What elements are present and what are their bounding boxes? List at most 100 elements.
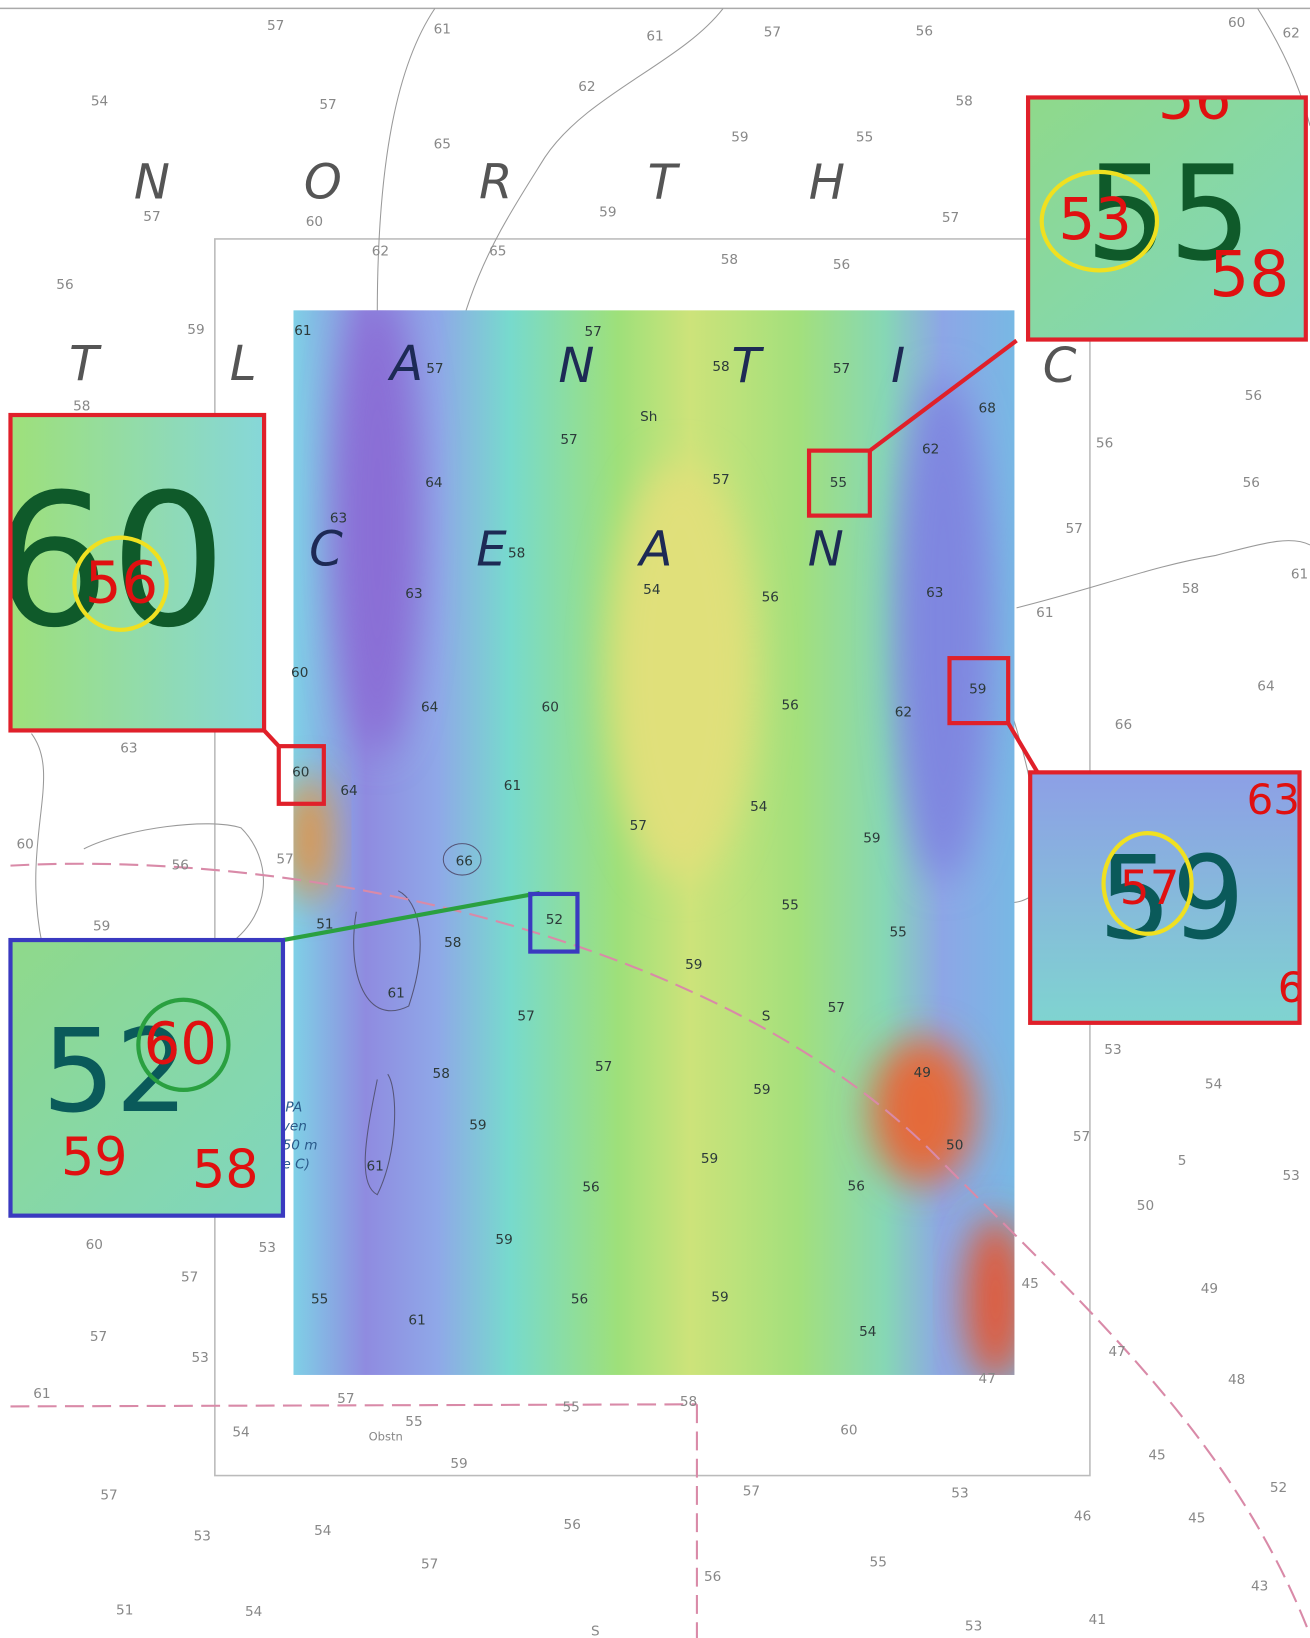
sounding: 63: [405, 586, 422, 602]
sounding: 56: [704, 1569, 721, 1585]
sounding: 49: [914, 1065, 931, 1081]
sounding: 55: [405, 1414, 422, 1430]
sounding: 61: [387, 985, 404, 1001]
sounding: 64: [421, 699, 438, 715]
sounding: 58: [955, 94, 972, 110]
sounding: 61: [294, 323, 311, 339]
sounding: 55: [856, 129, 873, 145]
ocean-label-letter: T: [69, 336, 102, 392]
sounding: 43: [1251, 1579, 1268, 1595]
sounding: 53: [965, 1618, 982, 1634]
sounding: 58: [73, 399, 90, 415]
sounding: 56: [916, 23, 933, 39]
sounding: 57: [517, 1009, 534, 1025]
sounding: 46: [1074, 1508, 1091, 1524]
sounding: 59: [495, 1232, 512, 1248]
page-body: { "ocean_label": ["N","O","R","T","H","T…: [0, 0, 1310, 1638]
ocean-label-letter: R: [479, 154, 512, 210]
sounding: 61: [408, 1312, 425, 1328]
sounding: 54: [643, 582, 660, 598]
sounding: 61: [646, 29, 663, 45]
sounding: 57: [100, 1487, 117, 1503]
sounding: 62: [922, 442, 939, 458]
sounding: 55: [562, 1399, 579, 1415]
sounding: 53: [1282, 1168, 1299, 1184]
sounding: 57: [276, 851, 293, 867]
sounding: 53: [1104, 1042, 1121, 1058]
sounding: 55: [311, 1292, 328, 1308]
sounding: 56: [582, 1179, 599, 1195]
ocean-label-letter: C: [309, 521, 343, 577]
sounding: 54: [750, 799, 767, 815]
sounding: 56: [1243, 475, 1260, 491]
sounding: 54: [232, 1425, 249, 1441]
inset-marked-sounding: 57: [1120, 861, 1180, 916]
ocean-label-letter: N: [808, 521, 844, 577]
sounding: 61: [504, 778, 521, 794]
inset-other-sounding: 59: [61, 1127, 128, 1188]
sounding: 62: [372, 244, 389, 260]
ocean-label-letter: T: [648, 154, 681, 210]
inset: 55535856: [1028, 65, 1306, 339]
sounding: 59: [450, 1456, 467, 1472]
sounding: 57: [630, 818, 647, 834]
sounding: 52: [546, 912, 563, 928]
sounding: 60: [291, 665, 308, 681]
sounding: 56: [571, 1292, 588, 1308]
sounding: 56: [56, 277, 73, 293]
inset-other-sounding: 58: [1209, 238, 1289, 311]
sounding: 63: [330, 511, 347, 527]
sounding: 61: [1036, 605, 1053, 621]
ocean-label-letter: L: [230, 336, 257, 392]
sounding: 65: [489, 244, 506, 260]
sounding: 62: [1282, 26, 1299, 42]
sounding: 54: [245, 1604, 262, 1620]
sounding: 59: [187, 322, 204, 338]
sounding: 5: [1178, 1153, 1187, 1169]
inset-other-sounding: 58: [192, 1140, 259, 1201]
sounding: 59: [863, 830, 880, 846]
sounding: 45: [1188, 1511, 1205, 1527]
sounding: 61: [434, 21, 451, 37]
sounding: 57: [337, 1391, 354, 1407]
sounding: 58: [433, 1066, 450, 1082]
sounding: 53: [951, 1485, 968, 1501]
sounding: S: [762, 1009, 771, 1025]
inset-marked-sounding: 56: [85, 549, 158, 616]
inset-marked-sounding: 53: [1058, 186, 1131, 253]
sounding: 65: [434, 137, 451, 153]
sounding: 60: [86, 1237, 103, 1253]
ocean-label-letter: I: [891, 338, 905, 394]
sounding: 53: [194, 1528, 211, 1544]
ocean-label-letter: A: [387, 336, 423, 392]
sounding: 57: [712, 472, 729, 488]
sounding: 56: [782, 697, 799, 713]
sounding: 45: [1022, 1276, 1039, 1292]
ocean-label-letter: A: [637, 521, 673, 577]
sounding: 45: [1148, 1448, 1165, 1464]
sounding: 54: [91, 94, 108, 110]
sounding: 55: [782, 897, 799, 913]
sounding: 59: [711, 1289, 728, 1305]
sounding: 57: [833, 361, 850, 377]
sounding: 57: [595, 1059, 612, 1075]
sounding: 47: [979, 1371, 996, 1387]
sounding: 53: [259, 1240, 276, 1256]
ocean-label-letter: C: [1043, 338, 1077, 394]
sounding: 57: [143, 209, 160, 225]
ocean-label-letter: T: [731, 338, 764, 394]
ocean-label-letter: N: [558, 338, 594, 394]
ocean-label-letter: H: [809, 154, 845, 210]
sounding: 58: [508, 545, 525, 561]
sounding: 66: [456, 853, 473, 869]
sounding: 54: [314, 1523, 331, 1539]
sounding: 57: [828, 1000, 845, 1016]
sounding: 59: [469, 1118, 486, 1134]
sounding: 57: [90, 1329, 107, 1345]
sounding: 64: [1257, 678, 1274, 694]
sounding: 66: [1115, 717, 1132, 733]
sounding: 50: [946, 1137, 963, 1153]
inset: 6056: [0, 415, 264, 730]
